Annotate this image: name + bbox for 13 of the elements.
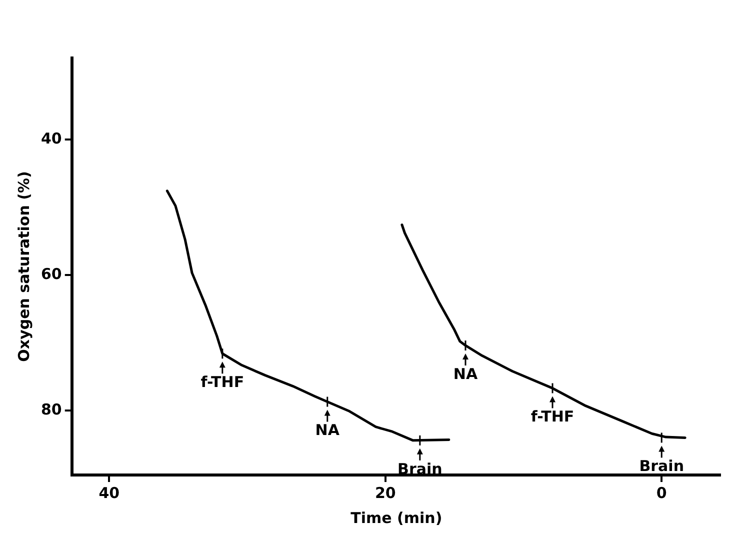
annotation: Brain	[639, 457, 684, 476]
x-axis-title: Time (min)	[350, 508, 442, 527]
annotation: f-THF	[200, 373, 244, 392]
y-axis-title: Oxygen saturation (%)	[14, 171, 33, 362]
y-tick-label: 80	[41, 400, 62, 418]
annotation: NA	[315, 421, 340, 440]
x-tick-label: 0	[656, 484, 667, 502]
annotation: NA	[453, 364, 478, 383]
annotation: f-THF	[530, 408, 574, 426]
y-tick-label: 60	[41, 264, 62, 283]
x-tick-label: 40	[98, 484, 120, 502]
x-tick-label: 20	[374, 484, 396, 502]
y-tick-label: 40	[41, 129, 62, 148]
